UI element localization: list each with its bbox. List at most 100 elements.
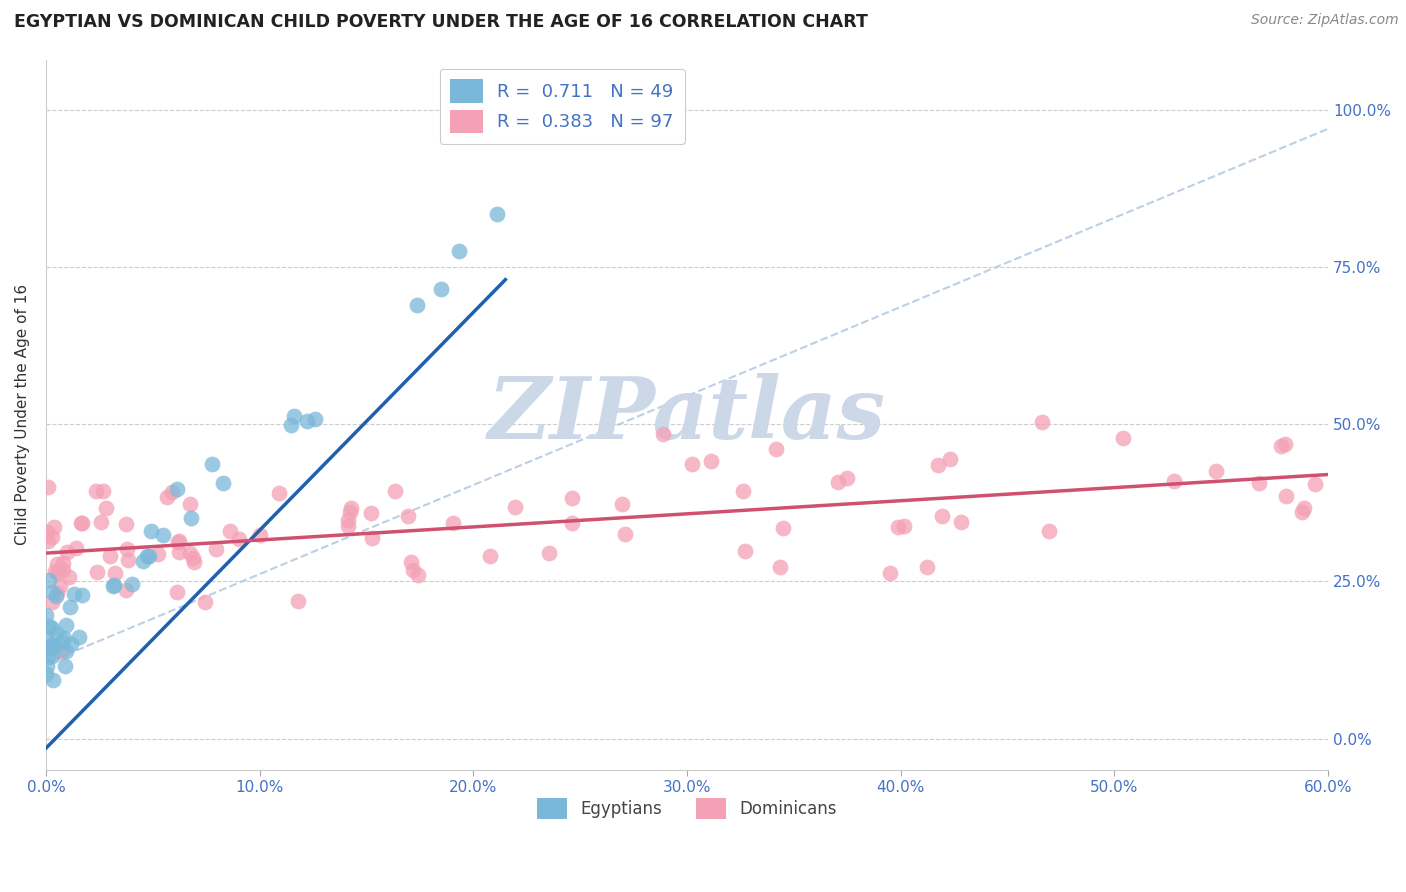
Point <box>70 516 93 531</box>
Point <box>1274 437 1296 451</box>
Point <box>55 617 77 632</box>
Legend: Egyptians, Dominicans: Egyptians, Dominicans <box>530 791 844 826</box>
Point <box>1031 415 1053 429</box>
Point <box>46 558 69 572</box>
Text: ZIPatlas: ZIPatlas <box>488 373 886 457</box>
Point <box>94 501 117 516</box>
Point <box>1270 438 1292 452</box>
Point <box>915 560 938 574</box>
Point <box>269 486 291 500</box>
Point <box>180 511 202 525</box>
Point <box>1291 505 1313 519</box>
Point <box>138 549 160 564</box>
Point <box>91 484 114 499</box>
Point <box>49 579 72 593</box>
Point <box>37 534 59 549</box>
Point <box>401 555 423 569</box>
Point <box>56 545 79 559</box>
Point <box>733 483 755 498</box>
Point <box>613 526 636 541</box>
Point <box>405 298 427 312</box>
Point <box>141 524 163 539</box>
Point <box>561 516 583 531</box>
Point <box>103 577 125 591</box>
Point <box>447 244 470 259</box>
Point <box>179 497 201 511</box>
Point <box>297 414 319 428</box>
Point <box>166 584 188 599</box>
Point <box>70 588 93 602</box>
Point <box>360 506 382 520</box>
Point <box>98 549 121 563</box>
Point <box>887 520 910 534</box>
Point <box>86 483 108 498</box>
Point <box>152 528 174 542</box>
Point <box>219 524 242 538</box>
Point <box>42 519 65 533</box>
Point <box>681 457 703 471</box>
Point <box>42 640 65 655</box>
Point <box>45 566 67 580</box>
Point <box>1112 431 1135 445</box>
Point <box>228 532 250 546</box>
Point <box>59 599 82 614</box>
Point <box>65 541 87 556</box>
Point <box>117 552 139 566</box>
Point <box>38 574 60 588</box>
Point <box>249 528 271 542</box>
Point <box>160 485 183 500</box>
Point <box>45 589 67 603</box>
Point <box>429 282 451 296</box>
Point <box>441 516 464 531</box>
Point <box>156 490 179 504</box>
Point <box>337 512 360 526</box>
Point <box>52 631 75 645</box>
Point <box>283 409 305 424</box>
Point <box>1205 464 1227 478</box>
Point <box>927 458 949 472</box>
Point <box>1038 524 1060 538</box>
Point <box>950 516 973 530</box>
Point <box>561 491 583 506</box>
Point <box>37 480 59 494</box>
Point <box>115 542 138 557</box>
Point <box>35 632 58 646</box>
Point <box>183 555 205 569</box>
Point <box>42 639 65 653</box>
Point <box>765 442 787 456</box>
Point <box>304 412 326 426</box>
Point <box>384 483 406 498</box>
Point <box>86 565 108 579</box>
Point <box>45 585 67 599</box>
Point <box>38 619 60 633</box>
Point <box>479 549 502 563</box>
Point <box>537 546 560 560</box>
Point <box>1292 500 1315 515</box>
Text: Source: ZipAtlas.com: Source: ZipAtlas.com <box>1251 13 1399 28</box>
Point <box>67 630 90 644</box>
Point <box>104 566 127 580</box>
Point <box>42 673 65 687</box>
Point <box>201 457 224 471</box>
Point <box>204 542 226 557</box>
Point <box>769 560 792 574</box>
Point <box>287 594 309 608</box>
Point <box>194 594 217 608</box>
Point <box>339 505 361 519</box>
Point <box>37 650 59 665</box>
Point <box>114 517 136 532</box>
Point <box>406 567 429 582</box>
Point <box>41 585 63 599</box>
Point <box>1274 489 1296 503</box>
Point <box>179 546 201 560</box>
Point <box>52 556 75 570</box>
Point <box>700 454 723 468</box>
Point <box>35 608 58 623</box>
Point <box>600 103 623 117</box>
Point <box>485 207 508 221</box>
Point <box>35 667 58 681</box>
Point <box>41 530 63 544</box>
Point <box>51 645 73 659</box>
Point <box>41 639 63 653</box>
Point <box>37 659 59 673</box>
